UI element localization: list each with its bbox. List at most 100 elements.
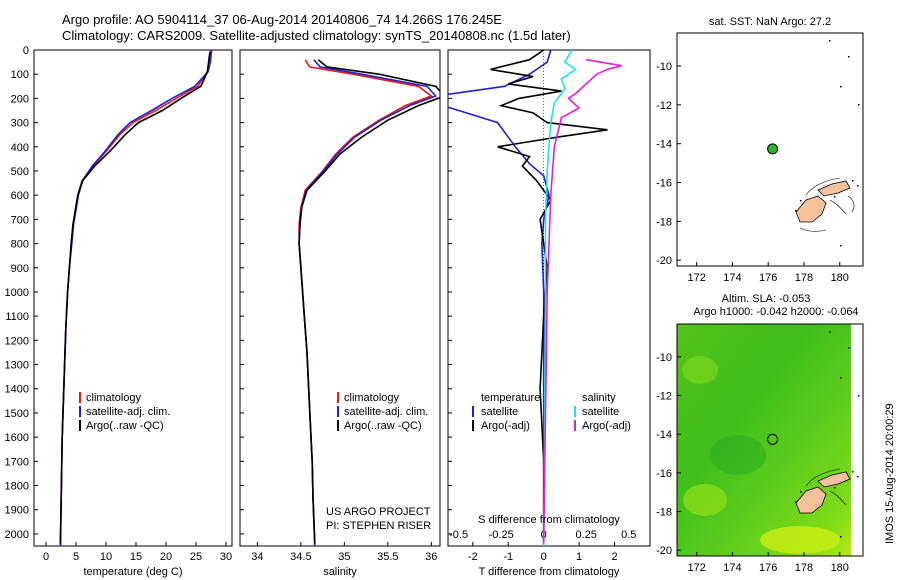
map-x-tick-label: 176 [759,562,777,574]
legend-label-argo: Argo(..raw -QC) [86,420,164,432]
y-tick-label: 900 [11,263,29,275]
map-x-tick-label: 176 [759,272,777,284]
x2-tick-label: -0.25 [489,529,514,541]
y-tick-label: 200 [11,93,29,105]
island-speck [840,377,842,379]
y-tick-label: 0 [23,45,29,57]
temperature-panel-frame [33,49,233,547]
t-difference-xlabel: T difference from climatology [479,566,620,578]
x-tick-label: 15 [130,551,142,563]
sla-map-frame [676,323,864,557]
project-annotation: US ARGO PROJECT [326,506,431,518]
island-speck [858,104,860,106]
y-tick-label: 800 [11,239,29,251]
map-x-tick-label: 180 [831,562,849,574]
y-tick-label: 1800 [5,481,29,493]
island-speck [857,476,859,478]
map-y-tick-label: -12 [656,391,672,403]
map-y-tick-label: -16 [656,178,672,190]
y-tick-label: 400 [11,142,29,154]
salinity-panel-frame [239,49,441,547]
y-tick-label: 1300 [5,360,29,372]
x2-tick-label: 0.5 [621,529,636,541]
sla-patch [710,435,766,475]
island-speck [858,395,860,397]
x-tick-label: 30 [220,551,232,563]
island-speck [848,347,850,349]
header-line-2: Climatology: CARS2009. Satellite-adjuste… [62,28,571,43]
island-speck [829,40,831,42]
island-speck [852,180,854,182]
y-tick-label: 1000 [5,287,29,299]
sst-map-title: sat. SST: NaN Argo: 27.2 [709,16,831,28]
argo-profile-marker [767,433,779,445]
y-tick-label: 500 [11,166,29,178]
island-speck [857,185,859,187]
legend-label-satellite: satellite-adj. clim. [344,406,428,418]
map-y-tick-label: -10 [656,61,672,73]
island-speck [840,536,842,538]
map-y-tick-label: -14 [656,139,672,151]
reef-contours [799,177,855,232]
map-y-tick-label: -20 [656,255,672,267]
sla-patch [760,526,840,554]
map-y-tick-label: -14 [656,429,672,441]
x-tick-label: -2 [468,551,478,563]
legend-label-s-argo: Argo(-adj) [582,420,631,432]
x-tick-label: 10 [100,551,112,563]
map-y-tick-label: -12 [656,100,672,112]
y-tick-label: 700 [11,214,29,226]
pi-annotation: PI: STEPHEN RISER [326,520,431,532]
island-speck [834,196,836,198]
legend-label-t-satellite: satellite [481,406,518,418]
island-speck [800,200,802,202]
legend-label-satellite: satellite-adj. clim. [86,406,170,418]
salinity-panel: 34 34.5 35 35.5 36 [240,49,440,563]
y-tick-label: 600 [11,190,29,202]
s-difference-xlabel: S difference from climatology [478,514,620,526]
x-tick-label: 20 [160,551,172,563]
temperature-panel: 0 5 10 15 20 25 300100200300400500600700800900… [5,45,233,563]
y-tick-label: 100 [11,69,29,81]
x-tick-label: 2 [611,551,617,563]
island-speck [800,491,802,493]
x-tick-label: 34 [251,551,263,563]
fiji-island-vanua-levu [817,471,851,488]
series-line-satellite-salinity- [542,50,578,546]
legend-label-climatology: climatology [344,392,400,404]
series-group [448,50,622,546]
salinity-xlabel: salinity [323,566,357,578]
legend-title-temperature: temperature [481,392,540,404]
island-speck [848,56,850,58]
y-tick-label: 1200 [5,335,29,347]
x-tick-label: 36 [425,551,437,563]
island-speck [795,501,797,503]
series-line-climatology [298,59,433,546]
y-tick-label: 1700 [5,456,29,468]
difference-panel: -2 -1 0 1 2-0.5 -0.25 0 0.25 0.5 [448,49,636,563]
map-x-tick-label: 178 [795,272,813,284]
sla-patch [682,356,718,384]
x2-tick-label: -0.5 [449,529,468,541]
y-tick-label: 1100 [5,311,29,323]
difference-legend: temperature satellite Argo(-adj) salinit… [472,392,631,432]
difference-panel-frame [447,49,651,547]
reef-contours [805,468,847,506]
legend-label-climatology: climatology [86,392,142,404]
map-x-tick-label: 172 [687,272,705,284]
y-tick-label: 1500 [5,408,29,420]
map-y-tick-label: -18 [656,216,672,228]
sla-map-axes: 172 174 176 178 180 -10 -12 -14 -16 -18 -20 [656,331,860,574]
x-tick-label: 0 [541,551,547,563]
salinity-legend: climatology satellite-adj. clim. Argo(..… [326,392,431,532]
x-tick-label: -1 [503,551,513,563]
island-speck [840,245,842,247]
island-speck [834,487,836,489]
island-speck [795,210,797,212]
temperature-xlabel: temperature (deg C) [83,566,182,578]
island-speck [852,471,854,473]
legend-label-t-argo: Argo(-adj) [481,420,530,432]
legend-label-s-satellite: satellite [582,406,619,418]
x-tick-label: 5 [73,551,79,563]
